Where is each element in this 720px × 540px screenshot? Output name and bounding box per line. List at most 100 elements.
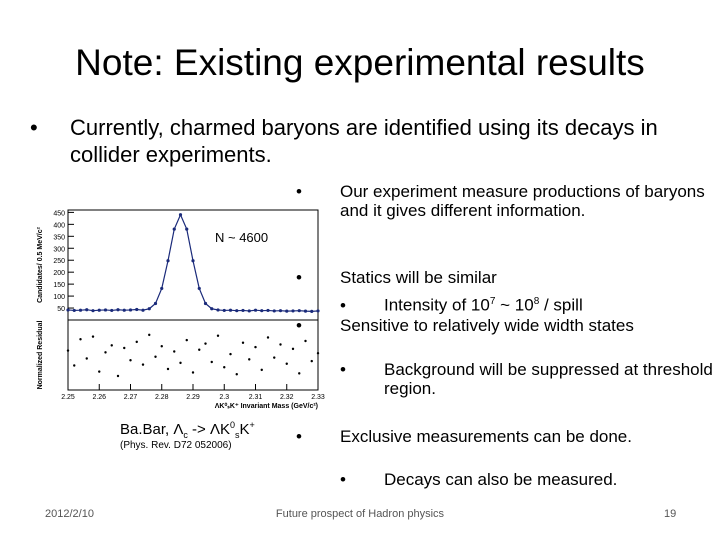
text: ~ 10	[495, 295, 534, 315]
data-point	[128, 308, 133, 312]
data-point	[116, 308, 120, 312]
y-tick-label: 400	[53, 222, 65, 229]
text: Background will be suppressed at thresho…	[384, 360, 713, 398]
y-tick-label: 350	[53, 234, 65, 241]
bullet: Exclusive measurements can be done.	[318, 427, 710, 446]
residual-point	[66, 349, 70, 352]
data-point	[141, 308, 145, 312]
residual-point	[73, 364, 76, 367]
y-tick-label: 150	[53, 282, 65, 289]
annotation: N ~ 4600	[215, 230, 268, 245]
fit-curve	[67, 213, 319, 312]
data-point	[253, 308, 258, 312]
intro-text: Currently, charmed baryons are identifie…	[70, 115, 658, 167]
text: Intensity of 10	[384, 295, 490, 315]
residual-point	[204, 342, 207, 345]
residual-point	[141, 363, 145, 366]
residual-point	[216, 334, 220, 337]
y-tick-label: 100	[53, 294, 65, 301]
plot: 50 100 150 200 250 300 350 400 450 2.25 2.26 2.27 2.…	[37, 209, 325, 410]
data-point	[285, 309, 289, 313]
data-point	[266, 308, 270, 313]
residual-point	[254, 345, 257, 349]
footer-date: 2012/2/10	[45, 508, 94, 520]
residual-point	[298, 372, 301, 375]
text: Decays can also be measured.	[384, 470, 618, 489]
data-point	[78, 308, 83, 312]
residual-point	[135, 340, 138, 344]
residual-point	[223, 366, 226, 369]
residual-point	[198, 348, 201, 351]
x-tick-label: 2.32	[280, 394, 294, 401]
data-point	[110, 308, 114, 313]
residual-point	[229, 352, 232, 356]
residual-point	[129, 359, 132, 362]
page-number: 19	[664, 508, 677, 520]
residual-point	[291, 347, 295, 351]
residual-point	[98, 370, 101, 373]
x-tick-label: 2.29	[186, 394, 200, 401]
bullet: Our experiment measure productions of ba…	[318, 182, 710, 220]
data-point	[235, 309, 239, 313]
sub-bullet: Background will be suppressed at thresho…	[362, 360, 714, 398]
y-axis-label: Candidates/ 0.5 MeV/c²	[37, 226, 44, 303]
residual-point	[173, 350, 176, 353]
data-point	[72, 308, 76, 313]
reference: (Phys. Rev. D72 052006)	[120, 440, 232, 451]
data-point	[278, 309, 283, 313]
y-tick-label: 250	[53, 258, 65, 265]
data-point	[210, 307, 214, 311]
data-point	[85, 308, 89, 312]
text: 7	[489, 296, 496, 307]
intro-bullet: • Currently, charmed baryons are identifi…	[30, 115, 658, 167]
residual-point	[179, 361, 182, 365]
data-point	[260, 309, 264, 313]
data-point	[122, 308, 126, 312]
residual-point	[166, 367, 170, 371]
text: 8	[533, 296, 540, 307]
data-point	[185, 227, 189, 231]
bullet-text: Statics will be similar	[340, 268, 497, 287]
footer-title: Future prospect of Hadron physics	[275, 508, 445, 520]
residual-point	[91, 335, 95, 338]
bullet: Statics will be similar	[318, 268, 710, 287]
x-tick-label: 2.31	[249, 394, 263, 401]
residual-point	[85, 357, 88, 360]
residual-axis-label: Normalized Residual	[37, 321, 44, 390]
data-point	[222, 308, 226, 313]
text: K	[239, 421, 250, 438]
data-point	[310, 309, 314, 313]
x-axis-label: ΛK⁰ₛK⁺ Invariant Mass (GeV/c²)	[215, 402, 318, 410]
text: +	[249, 420, 255, 430]
data-point	[297, 309, 301, 313]
residual-point	[154, 355, 157, 358]
text: / spill	[539, 295, 583, 315]
bullet-text: Our experiment measure productions of ba…	[340, 182, 705, 220]
caption: Ba.Bar, Λc -> ΛK0sK+	[120, 420, 255, 440]
y-tick-label: 50	[57, 306, 65, 313]
data-point	[166, 259, 170, 263]
residual-point	[160, 345, 163, 348]
data-point	[153, 301, 158, 306]
residual-point	[123, 346, 126, 350]
residual-point	[316, 352, 320, 355]
residual-point	[260, 368, 263, 372]
slide-title: Note: Existing experimental results	[75, 42, 645, 83]
data-point	[172, 227, 176, 231]
data-point	[303, 309, 308, 313]
text: 0	[230, 420, 236, 430]
x-tick-label: 2.3	[219, 394, 229, 401]
bullet-text: Sensitive to relatively wide width state…	[340, 316, 634, 335]
residual-point	[248, 358, 251, 361]
residual-point	[191, 371, 195, 374]
residual-point	[185, 338, 188, 342]
data-point	[91, 309, 95, 313]
text: s	[235, 430, 240, 440]
y-tick-label: 300	[53, 246, 65, 253]
residual-point	[79, 338, 82, 341]
text: c	[183, 430, 188, 440]
data-point	[247, 309, 251, 313]
y-tick-label: 450	[53, 210, 65, 217]
x-tick-label: 2.33	[311, 394, 325, 401]
data-point	[97, 308, 101, 312]
